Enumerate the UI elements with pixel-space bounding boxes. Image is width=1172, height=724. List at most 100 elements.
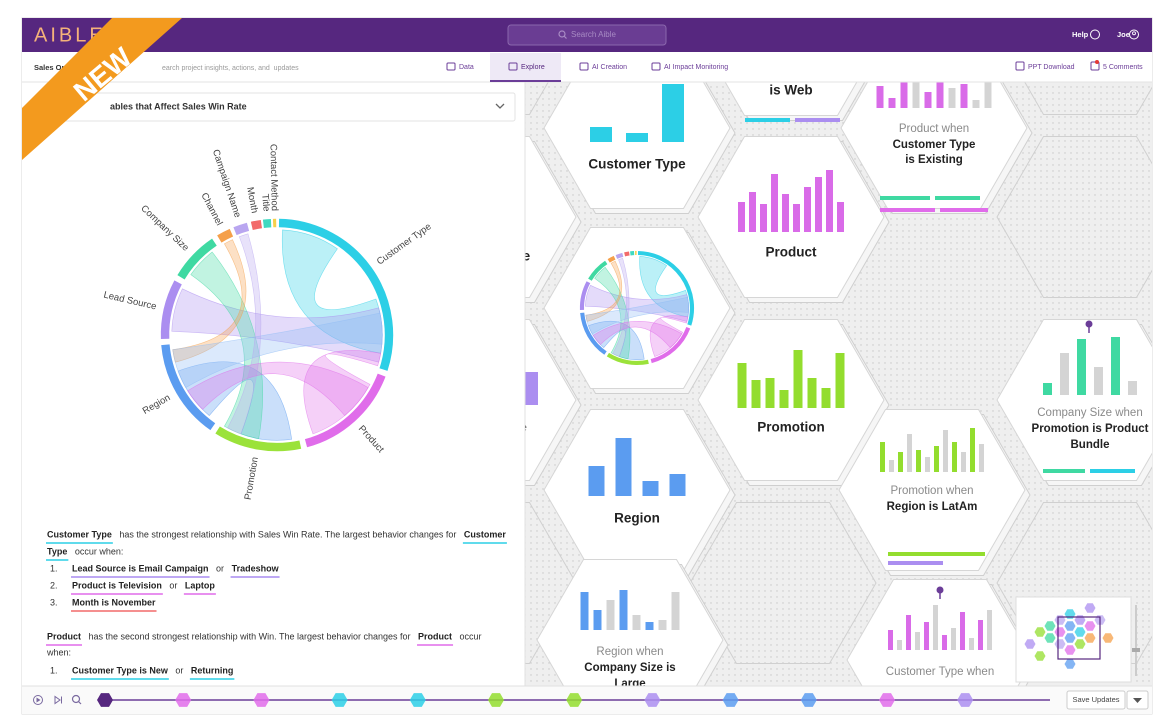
action-label[interactable]: 5 Comments	[1103, 64, 1143, 71]
mini-bar	[662, 84, 684, 142]
help-link[interactable]: Help	[1072, 30, 1089, 39]
chord-label: Title	[259, 193, 271, 212]
timeline-step[interactable]	[488, 693, 504, 707]
mini-bar	[835, 353, 845, 408]
user-icon[interactable]	[1129, 29, 1139, 40]
highlight-term[interactable]: Lead Source is Email Campaign	[72, 563, 209, 573]
zoom-icon[interactable]	[71, 694, 81, 704]
highlight-term[interactable]: Customer Type is New	[72, 665, 169, 675]
timeline-step[interactable]	[331, 693, 348, 707]
minimap-hex	[1064, 621, 1076, 631]
insight-hex[interactable]	[698, 0, 884, 116]
highlight-term[interactable]: Type	[47, 546, 67, 556]
chord-ribbon	[281, 229, 383, 354]
mini-bar	[669, 474, 686, 496]
insight-hex[interactable]	[390, 319, 577, 481]
highlight-term[interactable]: Customer	[464, 529, 507, 539]
hex-caption: Product when	[899, 123, 969, 135]
tab-label[interactable]: Data	[459, 64, 474, 71]
chord-label: Contact Method	[267, 144, 279, 211]
pin-icon[interactable]	[936, 586, 944, 594]
panel-background	[22, 82, 525, 686]
timeline-step[interactable]	[566, 693, 583, 707]
hex-title: is Web	[769, 83, 812, 98]
hex-title: Large	[614, 678, 645, 690]
play-icon[interactable]	[33, 695, 43, 705]
timeline-step[interactable]	[409, 693, 426, 707]
mini-bar	[915, 632, 920, 650]
timeline-step[interactable]	[879, 693, 895, 707]
tab-label[interactable]: AI Creation	[592, 64, 627, 71]
insight-hex[interactable]	[846, 579, 1034, 724]
insight-hex[interactable]	[390, 136, 577, 298]
hex-title: is Existing	[905, 154, 963, 166]
step-icon[interactable]	[54, 695, 61, 705]
mini-bar	[580, 592, 589, 630]
tab-icon	[446, 62, 456, 71]
timeline-step[interactable]	[722, 693, 739, 707]
mini-bar	[807, 378, 817, 408]
action-label[interactable]: PPT Download	[1028, 64, 1075, 71]
mini-bar	[978, 620, 983, 650]
minimap-viewport	[1057, 616, 1101, 660]
chord-segment	[278, 218, 394, 371]
insight-search[interactable]: earch project insights, actions, and upd…	[162, 65, 299, 72]
logo[interactable]: AIBLE	[34, 24, 106, 46]
insight-hex[interactable]	[536, 559, 724, 721]
chord-ribbon	[639, 256, 689, 318]
mini-bar	[897, 640, 902, 650]
chord-segment	[624, 251, 630, 257]
save-button[interactable]	[1066, 690, 1126, 710]
pin-icon[interactable]	[1085, 320, 1093, 328]
highlight-term[interactable]: Tradeshow	[232, 563, 280, 573]
chord-ribbon	[594, 266, 631, 360]
hex-title: Region is LatAm	[887, 501, 978, 513]
timeline-step[interactable]	[800, 693, 817, 707]
chord-segment	[580, 312, 607, 355]
timeline-step[interactable]	[97, 693, 113, 707]
hex-title: Promotion	[757, 420, 825, 435]
timeline-step[interactable]	[644, 693, 661, 707]
insight-hex[interactable]	[838, 409, 1026, 571]
chord-ribbon	[585, 296, 689, 335]
timeline-step[interactable]	[175, 693, 192, 707]
insight-panel: ables that Affect Sales Win Rate Custome…	[22, 82, 526, 686]
mini-bar	[645, 622, 654, 630]
user-name[interactable]: Joe	[1117, 30, 1130, 39]
highlight-term[interactable]: Month is November	[72, 597, 156, 607]
empty-hex	[525, 82, 549, 115]
banner-ribbon	[22, 18, 182, 160]
mini-bar	[749, 192, 756, 232]
help-icon[interactable]	[1090, 29, 1100, 40]
mini-bar	[760, 204, 767, 232]
mini-bar	[898, 452, 903, 472]
mini-bar	[658, 620, 667, 630]
timeline-step[interactable]	[957, 693, 974, 707]
zoom-handle[interactable]	[1132, 648, 1140, 652]
timeline-step[interactable]	[253, 693, 270, 707]
tab-icon	[579, 62, 589, 71]
body-text: or	[214, 563, 227, 573]
highlight-term[interactable]: Returning	[191, 665, 234, 675]
filter-strip	[888, 561, 943, 565]
hex-title: Promotion is Product	[1032, 423, 1149, 435]
empty-hex	[996, 136, 1152, 298]
insight-hex[interactable]	[543, 227, 731, 389]
list-number: 2.	[50, 580, 58, 590]
insight-hex[interactable]	[697, 136, 885, 298]
tab-label[interactable]: Explore	[521, 64, 545, 71]
mini-bar	[771, 174, 778, 232]
highlight-term[interactable]: Product is Television	[72, 580, 162, 590]
mini-bar	[969, 638, 974, 650]
highlight-term[interactable]: Product	[418, 631, 452, 641]
save-button-label: Save Updates	[1072, 695, 1119, 704]
chord-segment	[161, 344, 216, 431]
mini-bar	[906, 615, 911, 650]
chord-segment	[177, 238, 217, 280]
mini-bar	[632, 615, 641, 630]
highlight-term[interactable]: Product	[47, 631, 81, 641]
tab-label[interactable]: AI Impact Monitoring	[664, 64, 728, 71]
highlight-term[interactable]: Customer Type	[47, 529, 112, 539]
search-box[interactable]	[507, 24, 667, 46]
highlight-term[interactable]: Laptop	[185, 580, 215, 590]
